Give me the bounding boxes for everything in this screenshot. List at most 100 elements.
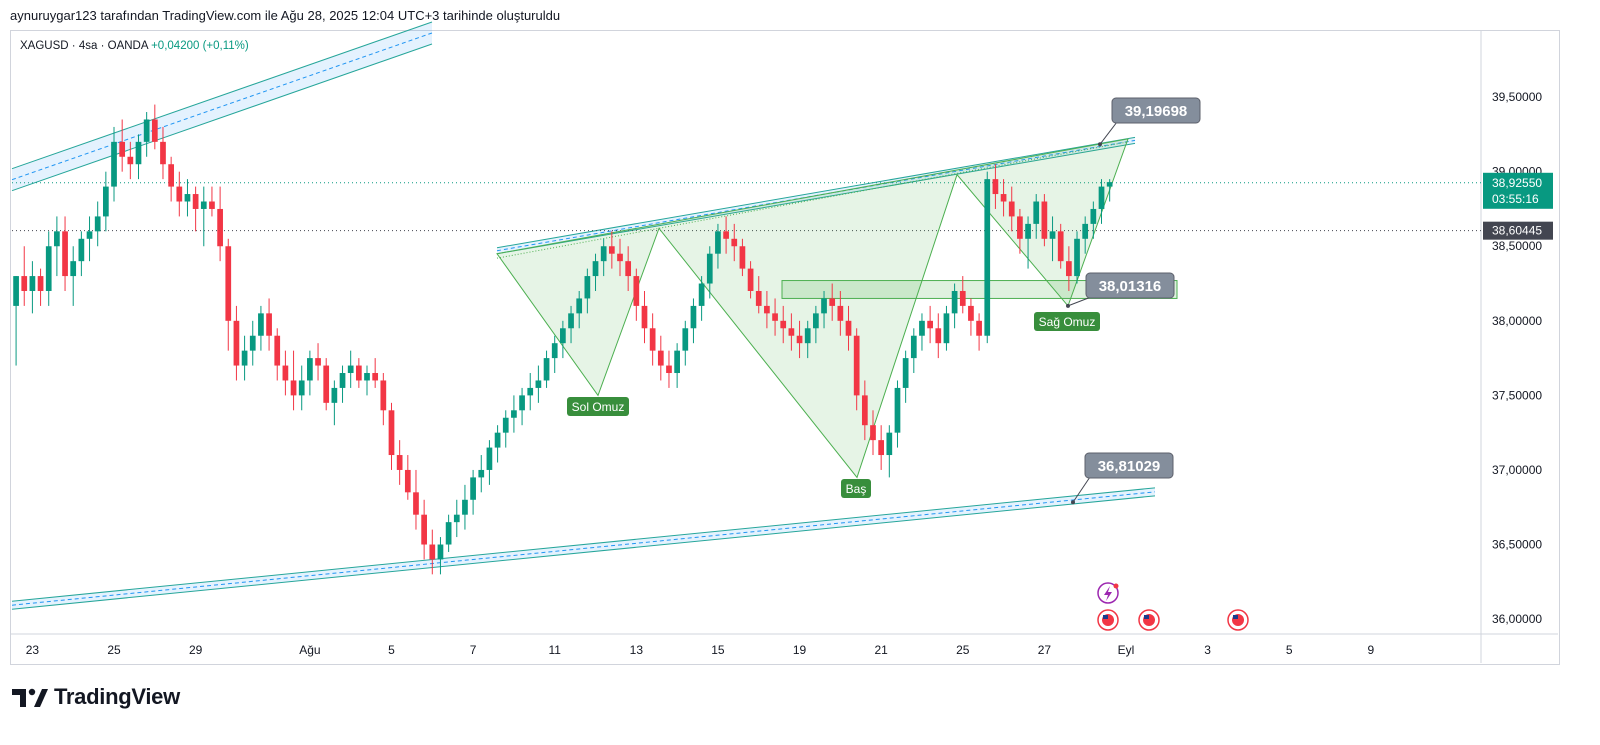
candle[interactable] [1049,216,1056,262]
candle[interactable] [861,380,868,441]
candle[interactable] [657,335,664,381]
candle[interactable] [617,238,623,277]
upper-left-channel[interactable] [11,21,433,192]
candle[interactable] [54,216,60,277]
candle[interactable] [1057,223,1064,269]
candle[interactable] [1074,231,1080,284]
candle[interactable] [1098,179,1105,224]
candle[interactable] [772,298,778,336]
candle[interactable] [690,298,697,344]
symbol-timeframe[interactable]: 4sa [78,40,98,52]
head-shoulders-pattern[interactable] [496,138,1129,479]
candle[interactable] [1106,179,1113,202]
candle[interactable] [168,156,174,202]
candle[interactable] [894,380,901,448]
candle[interactable] [217,186,223,262]
candle[interactable] [576,290,583,329]
candle[interactable] [453,499,460,538]
candle[interactable] [968,298,974,336]
candle[interactable] [274,328,281,381]
candle[interactable] [339,365,346,403]
candle[interactable] [282,350,289,396]
candle[interactable] [102,171,109,232]
candle[interactable] [698,276,705,321]
candle[interactable] [731,223,738,262]
callout-high[interactable]: 39,19698 [1098,97,1201,147]
candle[interactable] [470,469,476,515]
candle[interactable] [747,261,754,299]
candle[interactable] [1082,216,1089,254]
candle[interactable] [886,425,893,478]
candle[interactable] [715,223,721,269]
candle[interactable] [592,253,599,291]
candle[interactable] [813,305,819,344]
candle[interactable] [494,425,501,463]
candle[interactable] [111,126,117,202]
candle[interactable] [160,126,166,180]
candle[interactable] [600,238,607,277]
candle[interactable] [1017,208,1023,254]
candle[interactable] [935,313,942,359]
candle[interactable] [821,290,827,329]
candle[interactable] [135,134,142,180]
candle[interactable] [878,425,885,470]
candle[interactable] [1025,216,1031,269]
candle[interactable] [739,238,746,277]
candle[interactable] [788,313,795,351]
candle[interactable] [307,350,313,396]
candle[interactable] [396,440,403,485]
candle[interactable] [519,387,525,426]
candle[interactable] [192,186,199,232]
candle[interactable] [992,164,999,209]
candle[interactable] [543,350,550,388]
candle[interactable] [225,238,232,351]
candle[interactable] [1041,194,1048,247]
candle[interactable] [1008,186,1015,232]
label-right-shoulder[interactable]: Sağ Omuz [1034,312,1100,331]
candle[interactable] [200,186,207,247]
candle[interactable] [241,335,248,381]
candle[interactable] [560,320,566,359]
label-left-shoulder[interactable]: Sol Omuz [567,397,629,416]
candle[interactable] [625,246,632,291]
candle[interactable] [62,216,68,291]
candle[interactable] [78,231,85,277]
candle[interactable] [45,231,52,306]
candle[interactable] [445,514,452,552]
candle[interactable] [853,328,860,411]
candle[interactable] [1090,201,1097,239]
candle[interactable] [706,246,713,299]
candle[interactable] [143,112,150,157]
candle[interactable] [764,290,770,329]
callout-mid[interactable]: 38,01316 [1066,272,1175,308]
candle[interactable] [1000,179,1007,217]
candle[interactable] [870,410,876,456]
candle[interactable] [902,350,909,403]
candle[interactable] [249,320,256,366]
us-flag-icon[interactable] [1097,609,1119,631]
candle[interactable] [176,171,183,217]
candle[interactable] [364,365,370,396]
candle[interactable] [94,201,101,247]
candle[interactable] [919,313,925,351]
support-band[interactable] [781,280,1178,299]
candle[interactable] [266,298,272,351]
candle[interactable] [70,246,77,306]
candle[interactable] [233,305,240,381]
candle[interactable] [86,216,93,262]
candle[interactable] [151,104,158,150]
lower-channel[interactable] [11,487,1156,610]
candle[interactable] [511,395,517,433]
candle[interactable] [37,268,44,306]
candle[interactable] [355,358,362,388]
candle[interactable] [976,313,982,351]
candle[interactable] [608,231,615,269]
candle[interactable] [388,402,395,470]
candle[interactable] [723,216,729,254]
tradingview-logo[interactable]: TradingView [12,684,180,710]
candle[interactable] [682,320,689,366]
candle[interactable] [951,283,958,329]
candle[interactable] [584,268,591,314]
callout-low[interactable]: 36,81029 [1071,452,1174,505]
